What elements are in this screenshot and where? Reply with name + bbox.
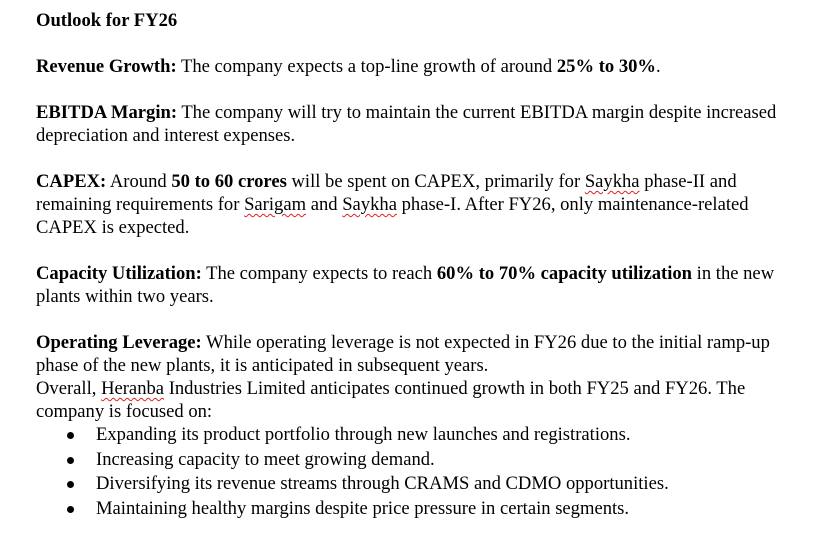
capacity-utilization-value: 60% to 70% capacity utilization	[436, 263, 693, 284]
operating-leverage-paragraph: Operating Leverage: While operating leve…	[36, 331, 806, 377]
capex-text-1: Around	[106, 171, 172, 192]
spacer	[36, 147, 806, 170]
ebitda-margin-label: EBITDA Margin:	[36, 102, 178, 123]
capex-text-5: phase-I. After FY26, only maintenance-re…	[36, 194, 749, 238]
list-item-text: Diversifying its revenue streams through…	[96, 473, 669, 494]
revenue-growth-label: Revenue Growth:	[36, 56, 177, 77]
list-item: Increasing capacity to meet growing dema…	[36, 448, 806, 473]
ebitda-margin-text: The company will try to maintain the cur…	[36, 102, 777, 146]
bullet-dot-icon	[67, 481, 74, 488]
overall-text-1: Overall,	[36, 378, 102, 399]
spellcheck-word-saykha[interactable]: Saykha	[342, 194, 397, 215]
capex-amount: 50 to 60 crores	[171, 171, 287, 192]
capacity-utilization-text-2: in the new plants within two years.	[36, 263, 775, 307]
spellcheck-word-saykha[interactable]: Saykha	[584, 171, 640, 192]
revenue-growth-paragraph: Revenue Growth: The company expects a to…	[36, 55, 806, 78]
spellcheck-word-heranba[interactable]: Heranba	[101, 378, 165, 399]
revenue-growth-value: 25% to 30%	[556, 56, 657, 77]
list-item-text: Increasing capacity to meet growing dema…	[96, 448, 435, 470]
bullet-dot-icon	[67, 505, 74, 513]
ebitda-margin-paragraph: EBITDA Margin: The company will try to m…	[36, 101, 806, 147]
revenue-growth-period: .	[656, 56, 661, 77]
spellcheck-word-sarigam[interactable]: Sarigam	[244, 194, 307, 215]
capacity-utilization-paragraph: Capacity Utilization: The company expect…	[36, 262, 806, 308]
document-body: Outlook for FY26 Revenue Growth: The com…	[36, 9, 806, 521]
spacer	[36, 32, 806, 55]
list-item: Expanding its product portfolio through …	[36, 423, 806, 448]
list-item: Maintaining healthy margins despite pric…	[36, 497, 806, 522]
bullet-dot-icon	[67, 432, 74, 439]
spacer	[36, 78, 806, 101]
capex-label: CAPEX:	[36, 171, 107, 192]
list-item-text: Expanding its product portfolio through …	[96, 424, 631, 445]
operating-leverage-label: Operating Leverage:	[36, 332, 202, 353]
capex-text-2: will be spent on CAPEX, primarily for	[286, 171, 585, 192]
list-item-text: Maintaining healthy margins despite pric…	[96, 497, 630, 519]
capex-paragraph: CAPEX: Around 50 to 60 crores will be sp…	[36, 170, 806, 239]
list-item: Diversifying its revenue streams through…	[36, 472, 806, 497]
capacity-utilization-label: Capacity Utilization:	[36, 263, 202, 284]
spacer	[36, 239, 806, 262]
page-title: Outlook for FY26	[36, 10, 178, 31]
revenue-growth-text: The company expects a top-line growth of…	[176, 56, 557, 77]
capacity-utilization-text-1: The company expects to reach	[201, 263, 437, 284]
bullet-dot-icon	[67, 456, 74, 464]
overall-text-2: Industries Limited anticipates continued…	[36, 378, 746, 422]
overall-paragraph: Overall, Heranba Industries Limited anti…	[36, 377, 806, 423]
capex-text-4: and	[306, 194, 343, 215]
spacer	[36, 308, 806, 331]
focus-bullet-list: Expanding its product portfolio through …	[36, 423, 806, 521]
operating-leverage-text: While operating leverage is not expected…	[36, 332, 770, 376]
capex-text-3: phase-II and remaining requirements for	[36, 171, 737, 215]
